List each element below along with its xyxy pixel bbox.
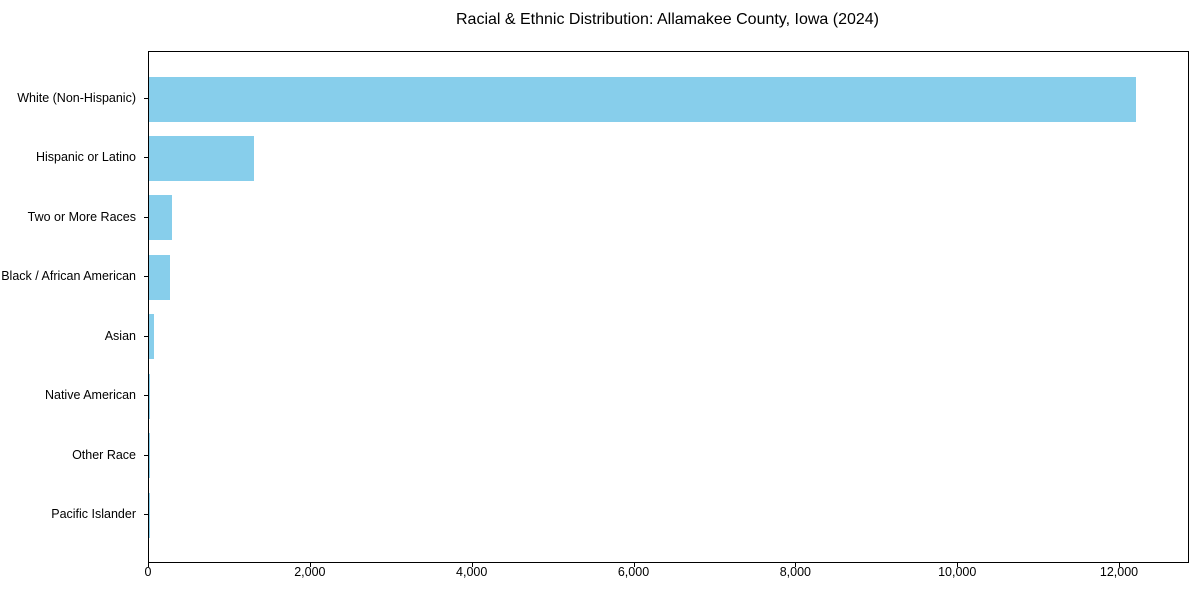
x-tick-label: 2,000 (294, 565, 326, 579)
y-tick-mark (144, 276, 148, 278)
bar (149, 76, 1137, 122)
x-tick-mark (795, 563, 797, 567)
x-tick-mark (471, 563, 473, 567)
bar (149, 195, 173, 241)
x-tick-label: 8,000 (779, 565, 811, 579)
y-tick-label: Two or More Races (27, 209, 136, 224)
y-tick-mark (144, 98, 148, 99)
chart-title: Racial & Ethnic Distribution: Allamakee … (455, 11, 879, 28)
bar (149, 433, 150, 479)
y-tick-mark (144, 335, 148, 337)
x-tick-label: 0 (144, 565, 152, 579)
y-tick-label: Black / African American (1, 269, 136, 284)
plot-area (148, 51, 1189, 563)
x-tick-mark (309, 563, 311, 567)
x-tick-mark (957, 563, 959, 567)
y-tick-label: Pacific Islander (51, 507, 136, 521)
y-tick-mark (144, 395, 148, 397)
y-tick-mark (144, 157, 148, 159)
x-tick-mark (633, 563, 635, 567)
y-tick-mark (144, 454, 148, 456)
y-tick-mark (144, 514, 148, 515)
x-tick-label: 12,000 (1099, 565, 1139, 579)
x-tick-label: 6,000 (617, 565, 650, 579)
y-tick-label: Other Race (72, 447, 136, 462)
bar (149, 254, 171, 300)
bar (149, 373, 150, 419)
y-tick-label: Asian (104, 328, 136, 343)
x-tick-mark (1119, 563, 1121, 567)
x-tick-label: 4,000 (456, 565, 488, 579)
x-tick-label: 10,000 (938, 565, 977, 579)
y-tick-label: Native American (44, 388, 136, 403)
bar (149, 135, 255, 181)
y-tick-label: White (Non-Hispanic) (17, 91, 136, 105)
y-tick-mark (144, 216, 148, 218)
x-tick-mark (148, 563, 149, 567)
y-tick-label: Hispanic or Latino (35, 150, 136, 165)
bar (149, 314, 155, 360)
